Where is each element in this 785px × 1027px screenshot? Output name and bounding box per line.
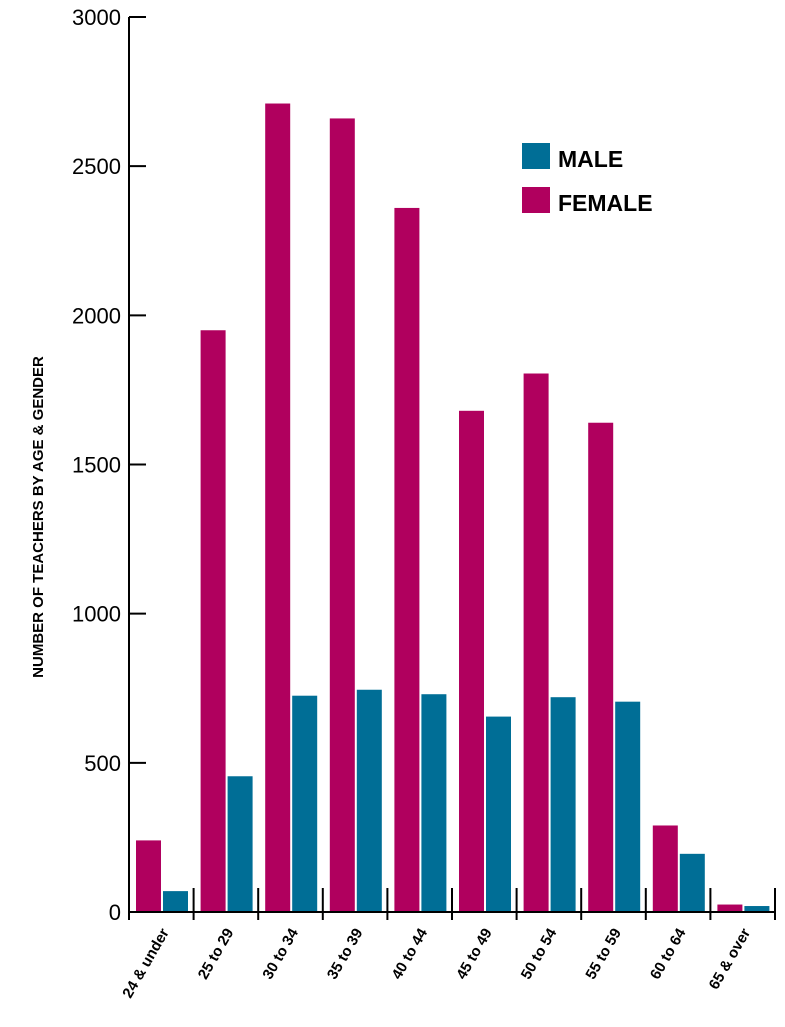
- x-tick-label: 50 to 54: [518, 925, 561, 982]
- y-axis-title: NUMBER OF TEACHERS BY AGE & GENDER: [30, 356, 47, 678]
- bar-male: [679, 853, 705, 912]
- y-tick-label: 2000: [72, 303, 121, 328]
- x-tick-label: 40 to 44: [389, 925, 432, 982]
- legend: MALE FEMALE: [522, 143, 653, 216]
- bar-female: [329, 118, 355, 912]
- bars: [136, 103, 770, 913]
- bar-male: [550, 697, 576, 912]
- bar-female: [200, 330, 226, 912]
- bar-female: [588, 422, 614, 912]
- bar-female: [394, 207, 420, 912]
- legend-label: MALE: [558, 146, 623, 172]
- x-tick-label: 55 to 59: [582, 926, 625, 983]
- x-tick-label: 25 to 29: [195, 926, 238, 983]
- y-tick-label: 2500: [72, 154, 121, 179]
- y-tick-label: 1000: [72, 602, 121, 627]
- legend-swatch: [522, 143, 550, 169]
- x-tick-label: 35 to 39: [324, 926, 367, 983]
- bar-male: [421, 694, 447, 912]
- legend-label: FEMALE: [558, 190, 653, 216]
- bar-female: [265, 103, 291, 913]
- bar-male: [744, 906, 770, 912]
- x-tick-label: 24 & under: [119, 925, 173, 1001]
- bar-female: [717, 904, 743, 912]
- bar-male: [292, 695, 318, 912]
- bar-male: [615, 701, 641, 912]
- y-tick-label: 500: [84, 751, 121, 776]
- y-axis: 0 500 1000 1500 2000 2500 3000: [72, 5, 146, 925]
- x-tick-label: 45 to 49: [453, 926, 496, 983]
- y-tick-label: 3000: [72, 5, 121, 30]
- bar-male: [356, 689, 382, 912]
- legend-swatch: [522, 187, 550, 213]
- bar-female: [652, 825, 678, 912]
- y-tick-label: 0: [109, 900, 121, 925]
- bar-female: [136, 840, 161, 912]
- bar-male: [163, 891, 188, 912]
- bar-female: [523, 373, 549, 913]
- x-tick-label: 65 & over: [706, 925, 755, 992]
- x-tick-label: 30 to 34: [259, 925, 302, 982]
- x-tick-label: 60 to 64: [647, 925, 690, 982]
- bar-male: [227, 776, 253, 912]
- y-tick-label: 1500: [72, 453, 121, 478]
- bar-male: [486, 716, 511, 912]
- bar-female: [459, 410, 484, 912]
